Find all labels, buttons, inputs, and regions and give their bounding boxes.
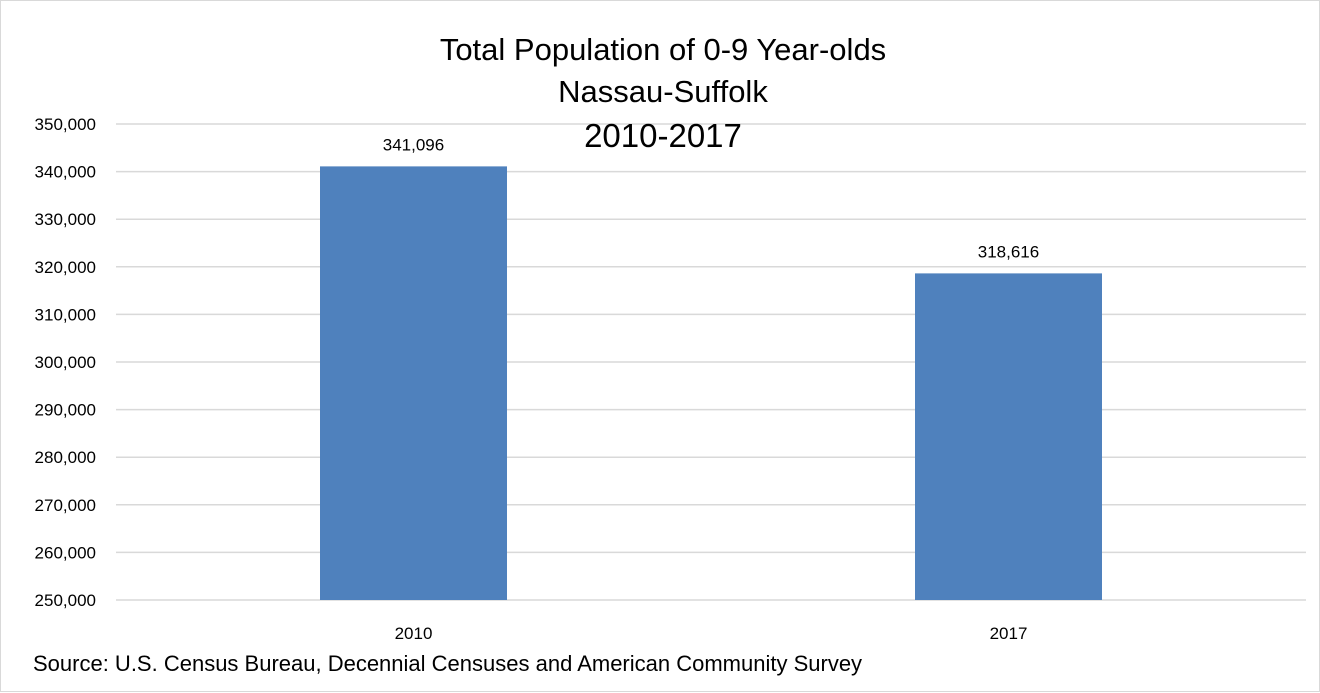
y-tick-label: 320,000 <box>35 258 96 277</box>
source-note: Source: U.S. Census Bureau, Decennial Ce… <box>33 651 862 676</box>
y-tick-label: 330,000 <box>35 210 96 229</box>
y-tick-label: 260,000 <box>35 543 96 562</box>
chart-title-line-2: Nassau-Suffolk <box>558 74 768 109</box>
y-tick-label: 310,000 <box>35 305 96 324</box>
y-axis-tick-labels: 250,000 260,000 270,000 280,000 290,000 300,0… <box>35 115 96 610</box>
gridlines <box>116 123 1306 601</box>
data-labels: 341,096 318,616 <box>383 135 1039 261</box>
y-tick-label: 280,000 <box>35 448 96 467</box>
data-label-2010: 341,096 <box>383 135 444 154</box>
bar-2017 <box>915 273 1102 600</box>
chart-title-line-1: Total Population of 0-9 Year-olds <box>440 32 886 67</box>
x-tick-label-2017: 2017 <box>990 624 1028 643</box>
x-tick-label-2010: 2010 <box>395 624 433 643</box>
y-tick-label: 350,000 <box>35 115 96 134</box>
y-tick-label: 300,000 <box>35 353 96 372</box>
y-tick-label: 340,000 <box>35 163 96 182</box>
y-tick-label: 250,000 <box>35 591 96 610</box>
x-axis-tick-labels: 2010 2017 <box>395 624 1028 643</box>
chart-title-line-3: 2010-2017 <box>584 117 742 154</box>
y-tick-label: 290,000 <box>35 401 96 420</box>
bar-2010 <box>320 166 507 600</box>
data-label-2017: 318,616 <box>978 242 1039 261</box>
y-tick-label: 270,000 <box>35 496 96 515</box>
bars <box>320 166 1102 600</box>
